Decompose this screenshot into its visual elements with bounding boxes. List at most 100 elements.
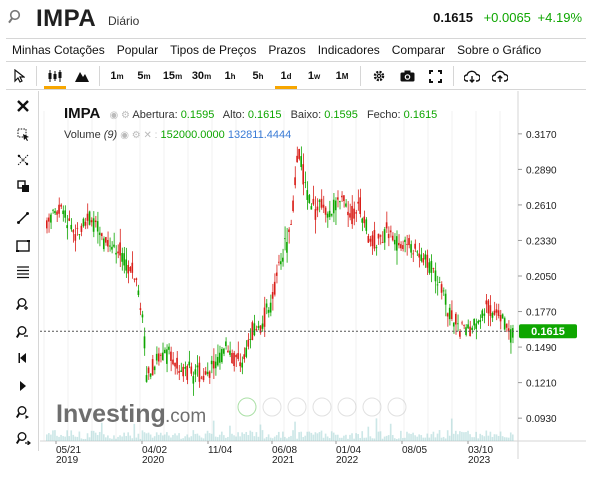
volume-visibility-icons[interactable]: ◉ ⚙ ✕ : (120, 130, 158, 141)
zoom-in-button[interactable] (14, 295, 32, 313)
candle-body (168, 346, 170, 350)
price-chart-area[interactable]: 0.3170 0.2890 0.2610 0.2330 0.2050 0.1770 0.14… (40, 91, 586, 463)
volume-bar (259, 424, 262, 441)
quote-header: IMPA Diário 0.1615 +0.0065 +4.19% (0, 0, 592, 36)
candle-body (446, 313, 449, 317)
volume-bar (159, 432, 162, 441)
close-tools-button[interactable] (14, 97, 32, 115)
load-chart-button[interactable] (458, 63, 486, 89)
cloud-download-icon (464, 70, 480, 83)
candle-body (294, 177, 296, 186)
menu-compare[interactable]: Comparar (391, 43, 446, 57)
candle-body (398, 242, 400, 246)
candle-body (430, 260, 433, 273)
price-tick-label: 0.2330 (526, 236, 557, 247)
fullscreen-button[interactable] (421, 63, 449, 89)
eraser-tool-button[interactable] (14, 151, 32, 169)
candle-body (265, 303, 268, 308)
zoom-out-button[interactable] (14, 323, 32, 341)
search-icon[interactable] (8, 9, 24, 25)
area-type-button[interactable] (69, 63, 95, 89)
candlestick-type-button[interactable] (41, 63, 69, 89)
candle-body (212, 360, 215, 369)
volume-bar (76, 436, 79, 441)
fibonacci-tool-button[interactable] (14, 263, 32, 281)
volume-bar (507, 437, 510, 441)
candle-body (48, 217, 50, 222)
volume-bar (373, 438, 376, 441)
volume-bar (64, 436, 66, 441)
menu-about-chart[interactable]: Sobre o Gráfico (457, 43, 542, 57)
scroll-right-button[interactable] (14, 377, 32, 395)
menu-indicators[interactable]: Indicadores (317, 43, 380, 57)
zoom-reset-button[interactable] (14, 403, 32, 421)
select-tool-button[interactable] (14, 125, 32, 143)
candle-body (161, 352, 164, 361)
interval-15m-button[interactable]: 15 m (162, 70, 183, 82)
step-back-icon (18, 353, 26, 363)
price-axis[interactable]: 0.3170 0.2890 0.2610 0.2330 0.2050 0.1770 0.14… (518, 130, 557, 425)
volume-bar (300, 431, 302, 441)
candle-body (64, 210, 66, 218)
time-tick-label: 04/02 (142, 445, 167, 456)
volume-bar (182, 438, 184, 441)
zoom-fit-button[interactable] (14, 429, 32, 447)
candle-body (334, 200, 337, 211)
time-tick-year: 2021 (272, 455, 295, 463)
volume-bar (261, 430, 264, 441)
menu-price-types[interactable]: Tipos de Preços (170, 43, 257, 57)
menu-my-quotes[interactable]: Minhas Cotações (12, 43, 105, 57)
price-tick-label: 0.2890 (526, 165, 557, 176)
trendline-tool-button[interactable] (14, 209, 32, 227)
candle-body (80, 225, 83, 232)
candle-body (223, 348, 225, 354)
clone-tool-button[interactable] (14, 177, 32, 195)
volume-bar (249, 430, 252, 441)
rectangle-tool-button[interactable] (14, 237, 32, 255)
volume-bar (233, 435, 235, 441)
camera-icon (400, 70, 414, 82)
volume-bar (86, 433, 89, 441)
candle-body (88, 211, 91, 225)
watermark-brand: Investing (56, 400, 166, 428)
legend-visibility-icons[interactable]: ◉ ⚙ (109, 110, 130, 121)
cursor-tool-button[interactable] (6, 63, 32, 89)
candle-body (46, 220, 48, 229)
candle-body (369, 238, 372, 242)
scroll-left-button[interactable] (14, 349, 32, 367)
save-chart-button[interactable] (486, 63, 514, 89)
volume-bars (46, 418, 514, 441)
candle-body (96, 221, 99, 232)
chart-grid (40, 91, 586, 459)
volume-bar (414, 435, 416, 441)
volume-bar (375, 418, 378, 441)
candle-body (351, 205, 353, 225)
menu-periods[interactable]: Prazos (268, 43, 306, 57)
candle-body (459, 331, 461, 337)
candle-body (450, 310, 453, 319)
candle-body (404, 239, 406, 243)
volume-bar (155, 432, 158, 441)
volume-bar (302, 437, 305, 441)
interval-30m-button[interactable]: 30 m (191, 70, 212, 82)
price-chart[interactable]: 0.3170 0.2890 0.2610 0.2330 0.2050 0.1770 0.14… (40, 91, 586, 463)
fibonacci-icon (17, 266, 29, 279)
menu-popular[interactable]: Popular (116, 43, 159, 57)
volume-bar (330, 431, 333, 441)
volume-bar (257, 436, 260, 441)
volume-bar (306, 431, 309, 441)
candle-body (218, 352, 221, 363)
screenshot-button[interactable] (393, 63, 421, 89)
volume-value: 152000.0000 (160, 129, 225, 141)
candle-body (298, 148, 300, 159)
volume-bar (137, 433, 140, 441)
settings-button[interactable] (365, 63, 393, 89)
